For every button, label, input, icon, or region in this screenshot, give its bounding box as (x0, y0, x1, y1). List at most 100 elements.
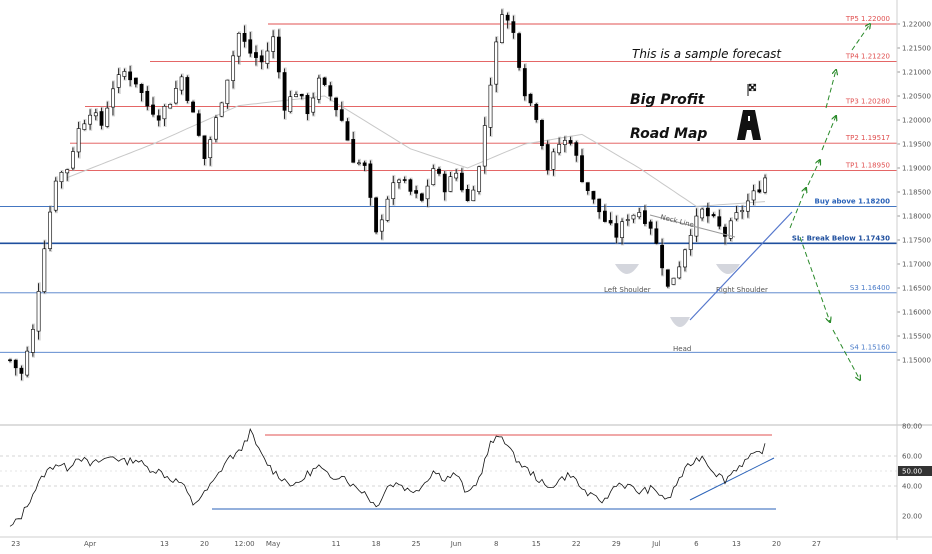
head-marker (670, 317, 690, 327)
candle-body (505, 14, 510, 21)
candle-body (734, 212, 739, 220)
date-tick-label: Jul (651, 540, 661, 548)
candle-body (614, 223, 619, 238)
candle-body (448, 176, 453, 192)
price-tick-label: 1.15000 (902, 357, 931, 365)
candle-body (288, 96, 293, 112)
candle-body (471, 189, 476, 202)
candle-body (414, 190, 419, 194)
date-tick-label: 20 (772, 540, 781, 548)
forecast-arrow (832, 329, 860, 380)
candle-body (431, 168, 436, 185)
candle-body (271, 36, 276, 52)
candle-body (648, 221, 653, 229)
rsi-trendline (689, 457, 775, 501)
candle-body (99, 111, 104, 126)
date-tick-label: 13 (160, 540, 169, 548)
candle-body (591, 191, 596, 200)
candle-body (711, 214, 716, 217)
candle-body (82, 123, 87, 130)
candle-body (179, 76, 184, 91)
candle-body (545, 144, 550, 171)
candle-body (282, 72, 287, 111)
candle-body (740, 210, 745, 213)
candle-body (557, 144, 562, 154)
candle-body (322, 77, 327, 85)
rsi-tick-label: 20.00 (902, 513, 922, 521)
candle-body (236, 33, 241, 57)
candle-body (214, 117, 218, 140)
annotation-layer: This is a sample forecast Big Profit Road … (630, 47, 782, 142)
candle-body (631, 214, 636, 220)
forecast-arrow (789, 188, 806, 229)
head-label: Head (673, 345, 691, 353)
candle-body (511, 21, 516, 33)
candle-body (763, 177, 767, 193)
date-tick-label: Jun (450, 540, 462, 548)
candle-body (585, 182, 590, 191)
date-tick-label: 22 (572, 540, 581, 548)
rsi-current-value: 50.00 (902, 468, 922, 476)
price-tick-label: 1.21000 (902, 69, 931, 77)
candle-body (42, 248, 47, 292)
date-tick-label: 18 (372, 540, 381, 548)
candle-body (705, 207, 710, 217)
date-tick-label: 6 (694, 540, 699, 548)
candle-body (425, 185, 430, 200)
candle-body (231, 55, 235, 81)
candle-body (494, 41, 499, 85)
date-tick-label: 11 (332, 540, 341, 548)
candle-body (540, 119, 544, 146)
right-shoulder-label: Right Shoulder (716, 286, 768, 294)
candle-body (71, 151, 75, 169)
candle-body (620, 221, 624, 238)
price-tick-label: 1.22000 (902, 21, 931, 29)
candle-body (643, 210, 647, 224)
candle-body (437, 168, 441, 174)
candle-body (385, 198, 390, 221)
candle-body (191, 101, 195, 113)
candle-body (574, 142, 579, 156)
level-label: SL: Break Below 1.17430 (792, 234, 890, 242)
price-tick-label: 1.20000 (902, 117, 931, 125)
candle-body (374, 197, 378, 233)
checkered-flag-icon (747, 83, 757, 96)
left-shoulder-label: Left Shoulder (604, 286, 651, 294)
candle-body (391, 182, 396, 200)
candle-body (242, 33, 247, 42)
big-profit-label: Big Profit (630, 92, 706, 108)
level-label: S4 1.15160 (850, 343, 890, 351)
candle-body (637, 212, 642, 218)
candle-body (219, 102, 224, 117)
level-label: S3 1.16400 (850, 284, 890, 292)
candle-body (248, 39, 253, 54)
forecast-arrow (821, 116, 836, 151)
candle-body (683, 249, 687, 268)
level-label: TP3 1.20280 (845, 98, 890, 106)
moving-average-line (67, 95, 766, 207)
price-tick-label: 1.16500 (902, 285, 931, 293)
price-tick-label: 1.21500 (902, 45, 931, 53)
rsi-panel: 80.00 60.00 50.00 40.00 20.00 (0, 423, 932, 527)
candle-body (723, 226, 727, 237)
price-tick-label: 1.18500 (902, 189, 931, 197)
date-tick-label: 23 (11, 540, 20, 548)
candle-body (397, 179, 401, 183)
candle-body (208, 139, 213, 159)
candle-body (551, 151, 556, 170)
left-shoulder-marker (615, 264, 639, 274)
candle-body (517, 33, 521, 68)
rsi-line (9, 427, 766, 527)
road-icon (737, 110, 761, 140)
date-tick-label: 15 (532, 540, 541, 548)
candle-body (316, 77, 321, 100)
candle-body (13, 359, 18, 369)
candle-body (328, 85, 333, 97)
date-tick-label: 13 (732, 540, 741, 548)
candle-body (694, 215, 699, 237)
candle-body (379, 219, 384, 232)
candle-body (299, 94, 304, 97)
